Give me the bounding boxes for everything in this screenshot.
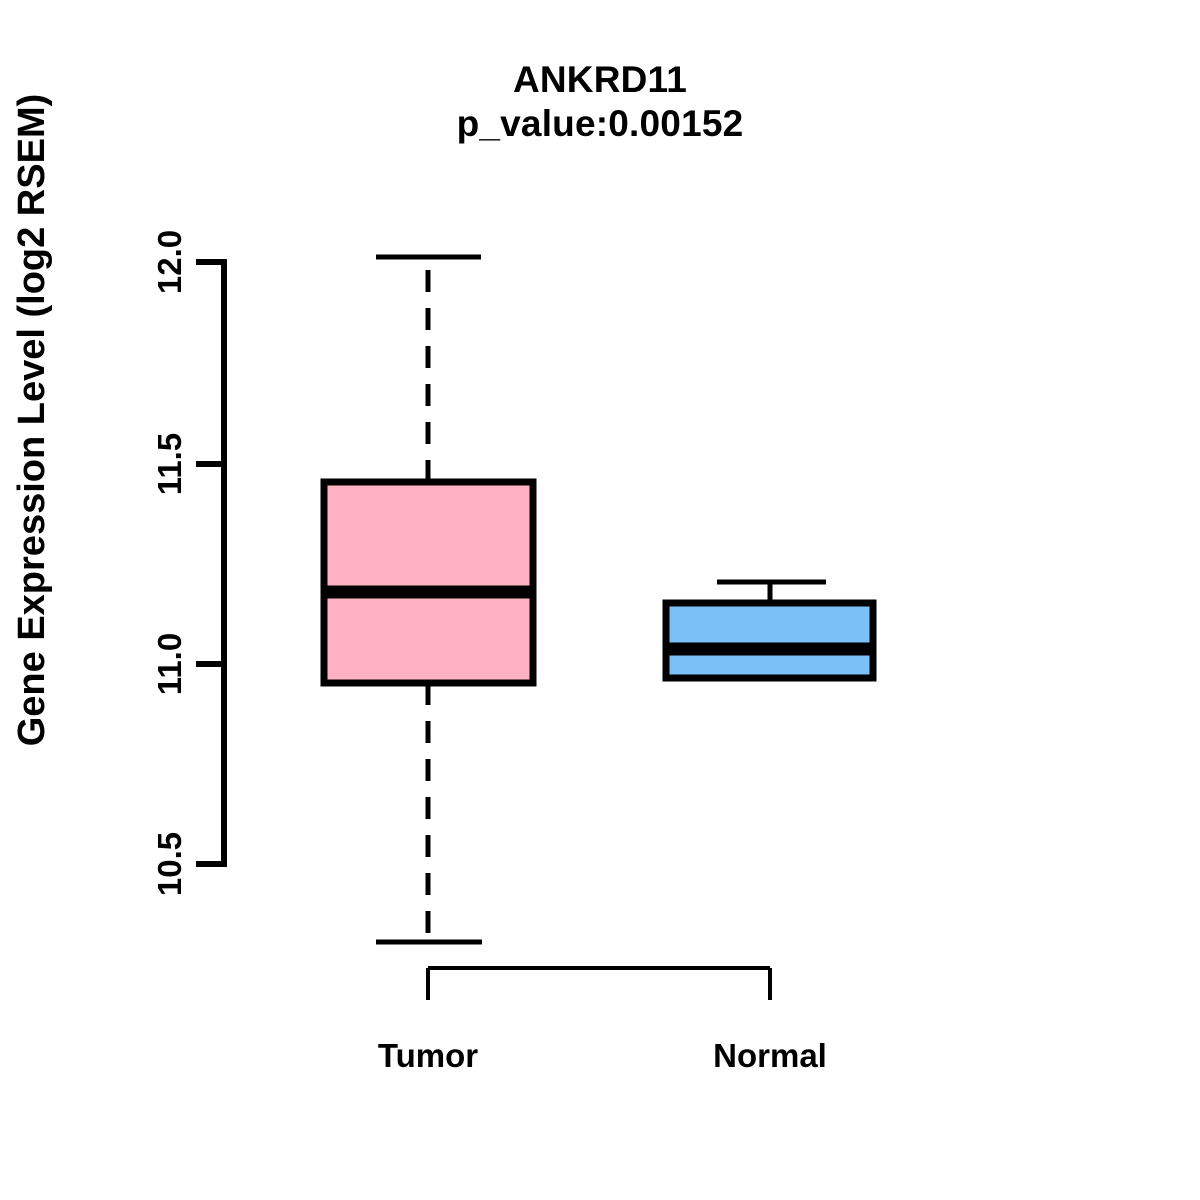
x-axis bbox=[426, 966, 772, 1000]
box-group-tumor bbox=[320, 254, 537, 945]
x-tick-label-tumor: Tumor bbox=[377, 1037, 479, 1074]
y-axis bbox=[196, 259, 227, 867]
x-tick-label-normal: Normal bbox=[713, 1037, 827, 1074]
box-rect-tumor bbox=[320, 478, 537, 687]
box-rect-normal bbox=[662, 599, 877, 682]
chart-title-block: ANKRD11 p_value:0.00152 bbox=[0, 58, 1200, 145]
box-group-normal bbox=[662, 579, 877, 682]
chart-title: ANKRD11 bbox=[512, 59, 688, 100]
chart-subtitle-pvalue: p_value:0.00152 bbox=[456, 102, 744, 144]
